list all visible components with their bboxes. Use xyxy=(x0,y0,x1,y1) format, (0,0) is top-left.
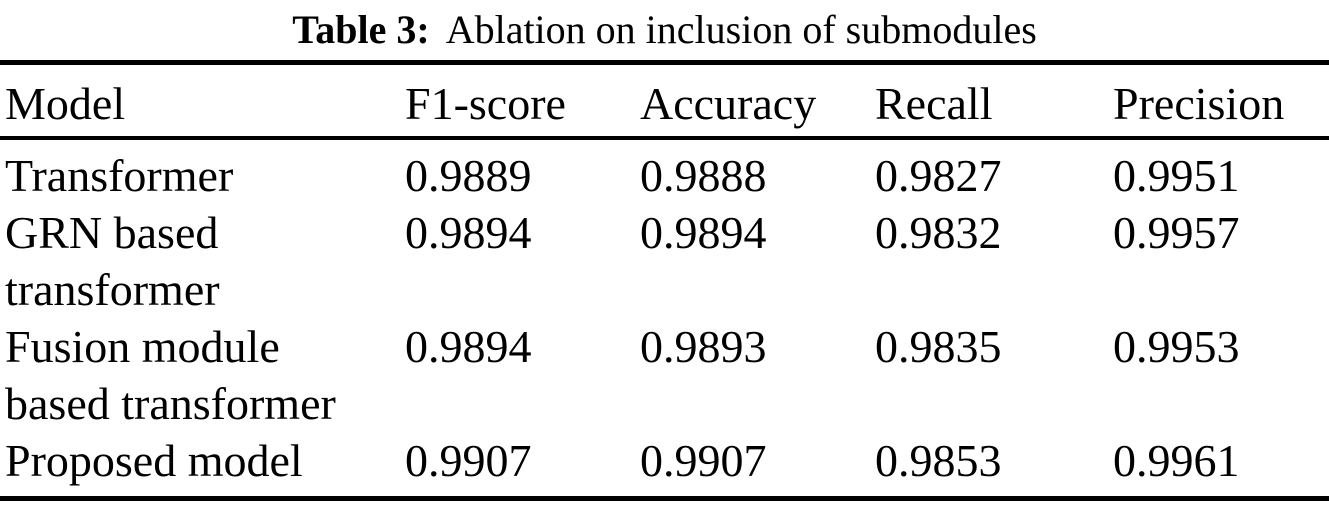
ablation-table: Model F1-score Accuracy Recall Precision… xyxy=(0,60,1329,501)
model-name-cell: GRN based transformer xyxy=(5,207,220,315)
caption-label: Table 3: xyxy=(292,7,430,52)
f1-cell: 0.9894 xyxy=(405,207,532,258)
column-header-f1-score: F1-score xyxy=(405,62,640,140)
column-header-model: Model xyxy=(0,62,405,140)
precision-cell: 0.9961 xyxy=(1113,435,1240,486)
table-caption: Table 3: Ablation on inclusion of submodu… xyxy=(0,0,1329,60)
caption-text: Ablation on inclusion of submodules xyxy=(445,7,1037,52)
table-row: Proposed model 0.9907 0.9907 0.9853 0.99… xyxy=(0,432,1329,499)
f1-cell: 0.9889 xyxy=(405,150,532,201)
table-row: GRN based transformer 0.9894 0.9894 0.98… xyxy=(0,204,1329,318)
accuracy-cell: 0.9894 xyxy=(640,207,767,258)
f1-cell: 0.9907 xyxy=(405,435,532,486)
recall-cell: 0.9853 xyxy=(875,435,1002,486)
f1-cell: 0.9894 xyxy=(405,321,532,372)
accuracy-cell: 0.9888 xyxy=(640,150,767,201)
table-row: Fusion module based transformer 0.9894 0… xyxy=(0,318,1329,432)
header-row: Model F1-score Accuracy Recall Precision xyxy=(0,62,1329,140)
column-header-recall: Recall xyxy=(875,62,1113,140)
precision-cell: 0.9957 xyxy=(1113,207,1240,258)
precision-cell: 0.9953 xyxy=(1113,321,1240,372)
recall-cell: 0.9835 xyxy=(875,321,1002,372)
model-name-cell: Fusion module based transformer xyxy=(5,321,336,429)
recall-cell: 0.9827 xyxy=(875,150,1002,201)
recall-cell: 0.9832 xyxy=(875,207,1002,258)
column-header-precision: Precision xyxy=(1113,62,1329,140)
accuracy-cell: 0.9907 xyxy=(640,435,767,486)
column-header-accuracy: Accuracy xyxy=(640,62,875,140)
table-row: Transformer 0.9889 0.9888 0.9827 0.9951 xyxy=(0,138,1329,204)
model-name-cell: Proposed model xyxy=(5,435,303,486)
accuracy-cell: 0.9893 xyxy=(640,321,767,372)
model-name-cell: Transformer xyxy=(5,150,234,201)
precision-cell: 0.9951 xyxy=(1113,150,1240,201)
